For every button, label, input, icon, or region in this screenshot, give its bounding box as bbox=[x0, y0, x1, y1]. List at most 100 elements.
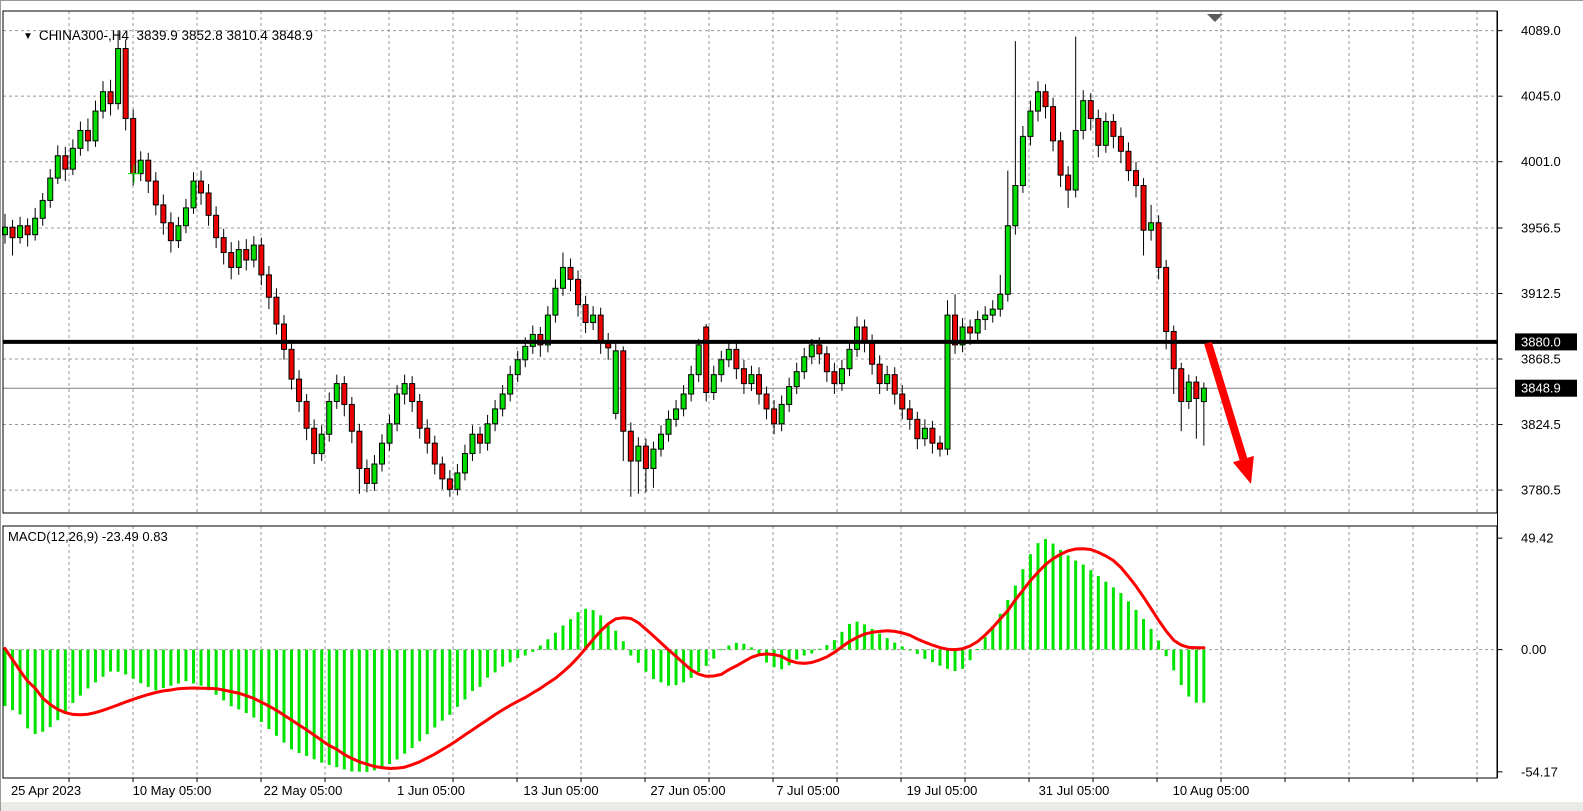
macd-histogram-bar bbox=[742, 643, 746, 650]
macd-histogram-bar bbox=[388, 649, 392, 765]
candle-body bbox=[982, 314, 989, 321]
candle-body bbox=[1087, 100, 1094, 120]
candle-body bbox=[612, 350, 619, 414]
candle-body bbox=[801, 356, 808, 373]
macd-histogram-bar bbox=[274, 649, 278, 736]
macd-histogram-bar bbox=[372, 649, 376, 771]
macd-histogram-bar bbox=[1149, 628, 1153, 650]
candle-body bbox=[914, 418, 921, 440]
macd-histogram-bar bbox=[878, 633, 882, 650]
macd-tick-label: 49.42 bbox=[1521, 531, 1554, 546]
macd-histogram-bar bbox=[26, 649, 30, 729]
price-tick-label: 4089.0 bbox=[1521, 23, 1561, 38]
candle-body bbox=[280, 323, 287, 350]
macd-histogram-bar bbox=[546, 639, 550, 650]
macd-histogram-bar bbox=[297, 649, 301, 753]
price-tick-label: 3780.5 bbox=[1521, 483, 1561, 498]
candle-body bbox=[341, 383, 348, 405]
macd-histogram-bar bbox=[418, 649, 422, 742]
candle-body bbox=[100, 91, 107, 112]
sell-arrow[interactable] bbox=[1204, 341, 1248, 461]
macd-histogram-bar bbox=[840, 631, 844, 650]
macd-histogram-bar bbox=[365, 649, 369, 772]
macd-histogram-bar bbox=[531, 649, 535, 652]
candle-body bbox=[311, 427, 318, 455]
candle-body bbox=[620, 350, 627, 432]
macd-histogram-bar bbox=[244, 649, 248, 714]
time-tick-label: 22 May 05:00 bbox=[264, 783, 343, 798]
macd-histogram-bar bbox=[780, 649, 784, 670]
macd-histogram-bar bbox=[78, 649, 82, 696]
candle-body bbox=[130, 118, 137, 175]
macd-histogram-bar bbox=[938, 649, 942, 666]
candle-body bbox=[944, 314, 951, 450]
macd-histogram-bar bbox=[176, 649, 180, 684]
price-tick-label: 3824.5 bbox=[1521, 417, 1561, 432]
macd-histogram-bar bbox=[93, 649, 97, 683]
macd-histogram-bar bbox=[584, 608, 588, 650]
candle-body bbox=[107, 91, 114, 105]
candle-body bbox=[394, 393, 401, 425]
macd-histogram-bar bbox=[749, 647, 753, 650]
macd-histogram-bar bbox=[327, 649, 331, 765]
scroll-marker-icon[interactable] bbox=[1207, 14, 1223, 22]
candle-body bbox=[1125, 150, 1132, 172]
candle-body bbox=[137, 159, 144, 175]
candle-body bbox=[220, 237, 227, 254]
price-axis-pane[interactable] bbox=[1497, 1, 1583, 811]
macd-histogram-bar bbox=[636, 649, 640, 663]
macd-histogram-bar bbox=[71, 649, 75, 703]
macd-histogram-bar bbox=[998, 613, 1002, 650]
macd-histogram-bar bbox=[1013, 585, 1017, 650]
price-tick-label: 4045.0 bbox=[1521, 89, 1561, 104]
time-tick-label: 13 Jun 05:00 bbox=[523, 783, 598, 798]
candle-body bbox=[989, 308, 996, 316]
time-tick-label: 25 Apr 2023 bbox=[11, 783, 81, 798]
macd-histogram-bar bbox=[704, 649, 708, 666]
candle-body bbox=[846, 348, 853, 370]
macd-histogram-bar bbox=[930, 649, 934, 663]
macd-histogram-bar bbox=[923, 649, 927, 659]
candle-body bbox=[808, 344, 815, 358]
candle-body bbox=[175, 225, 182, 242]
candle-body bbox=[1117, 135, 1124, 152]
candle-body bbox=[167, 222, 174, 242]
candle-body bbox=[522, 345, 529, 361]
macd-histogram-bar bbox=[410, 649, 414, 748]
candle-body bbox=[1200, 387, 1207, 403]
macd-histogram-bar bbox=[237, 649, 241, 710]
macd-histogram-bar bbox=[312, 649, 316, 760]
macd-histogram-bar bbox=[267, 649, 271, 730]
price-tick-label: 3868.5 bbox=[1521, 352, 1561, 367]
macd-histogram-bar bbox=[116, 649, 120, 672]
macd-histogram-bar bbox=[1096, 576, 1100, 650]
candle-body bbox=[469, 433, 476, 455]
macd-histogram-bar bbox=[946, 649, 949, 669]
macd-histogram-bar bbox=[682, 649, 686, 683]
candle-body bbox=[122, 48, 129, 120]
sell-arrow-head[interactable] bbox=[1232, 455, 1254, 484]
macd-histogram-bar bbox=[146, 649, 150, 687]
candle-body bbox=[959, 326, 966, 346]
candle-body bbox=[680, 393, 687, 410]
candle-body bbox=[356, 430, 363, 469]
macd-histogram-bar bbox=[184, 649, 188, 682]
macd-indicator-label: MACD(12,26,9) -23.49 0.83 bbox=[8, 529, 168, 544]
macd-histogram-bar bbox=[953, 649, 957, 672]
macd-histogram-bar bbox=[48, 649, 52, 728]
macd-histogram-bar bbox=[810, 649, 814, 654]
symbol-collapse-icon[interactable]: ▼ bbox=[23, 31, 33, 42]
candle-body bbox=[771, 408, 778, 425]
candle-body bbox=[1102, 120, 1109, 146]
macd-histogram-bar bbox=[41, 649, 45, 732]
macd-signal-line bbox=[3, 547, 1206, 770]
candle-body bbox=[265, 274, 272, 298]
candle-body bbox=[424, 427, 431, 444]
candle-body bbox=[333, 383, 340, 402]
candle-body bbox=[228, 252, 235, 268]
macd-histogram-bar bbox=[727, 645, 731, 650]
candle-body bbox=[665, 418, 672, 435]
candle-body bbox=[32, 217, 39, 236]
